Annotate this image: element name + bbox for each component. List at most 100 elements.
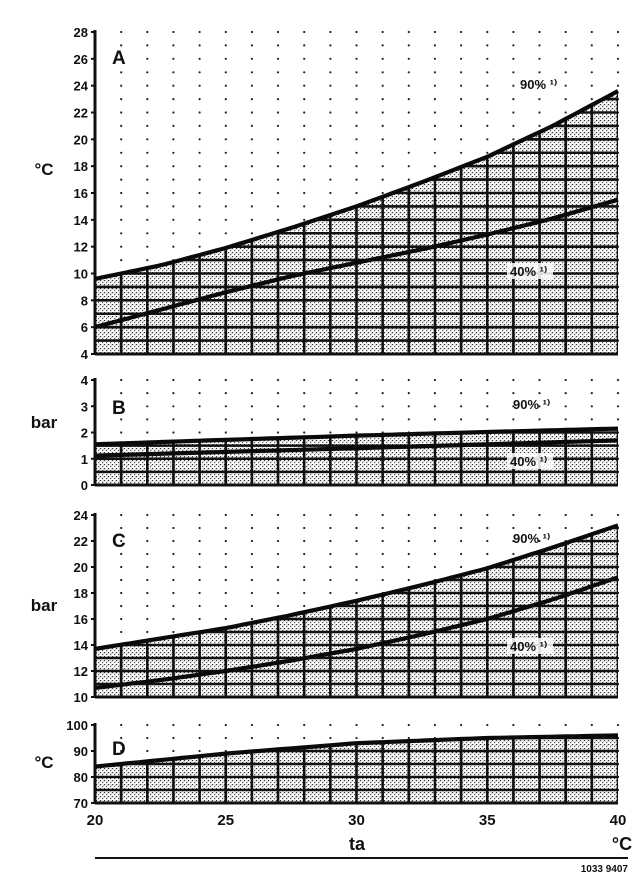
- grid-dot: [250, 392, 253, 395]
- grid-dot: [538, 513, 541, 517]
- grid-dot: [172, 205, 175, 208]
- y-tick-label: 14: [74, 638, 89, 653]
- grid-dot: [146, 552, 149, 556]
- grid-dot: [224, 232, 227, 235]
- grid-dot: [172, 539, 175, 543]
- grid-dot: [329, 392, 332, 395]
- grid-dot: [172, 98, 175, 101]
- grid-dot: [538, 723, 541, 727]
- grid-dot: [616, 418, 620, 421]
- grid-dot: [250, 736, 253, 740]
- grid-dot: [460, 392, 463, 395]
- grid-dot: [460, 405, 463, 408]
- y-tick-label: 18: [74, 159, 88, 174]
- grid-dot: [460, 111, 463, 114]
- grid-dot: [276, 405, 280, 408]
- grid-dot: [329, 431, 332, 434]
- y-tick-label: 20: [74, 560, 88, 575]
- grid-dot: [120, 191, 123, 195]
- grid-dot: [303, 44, 306, 47]
- grid-dot: [512, 392, 515, 395]
- grid-dot: [486, 418, 489, 421]
- grid-dot: [250, 723, 253, 727]
- grid-dot: [564, 526, 567, 530]
- grid-dot: [355, 98, 358, 101]
- grid-dot: [198, 723, 201, 727]
- grid-dot: [303, 604, 306, 608]
- grid-dot: [120, 259, 123, 262]
- grid-dot: [172, 565, 175, 569]
- grid-dot: [329, 405, 332, 408]
- grid-dot: [120, 526, 123, 530]
- grid-dot: [355, 71, 358, 74]
- curve-label-90pct: 90% ¹⁾: [520, 77, 557, 92]
- grid-dot: [329, 165, 332, 168]
- grid-dot: [224, 111, 227, 114]
- grid-dot: [120, 392, 123, 395]
- grid-dot: [198, 124, 201, 127]
- grid-dot: [486, 138, 489, 141]
- curve-label-40pct: 40% ¹⁾: [510, 639, 547, 654]
- grid-dot: [224, 178, 227, 181]
- grid-dot: [120, 245, 123, 248]
- grid-dot: [329, 578, 332, 582]
- grid-dot: [355, 736, 358, 740]
- grid-dot: [512, 111, 515, 114]
- grid-dot: [538, 392, 541, 395]
- grid-dot: [250, 578, 253, 582]
- panel-a: 90% ¹⁾ 40% ¹⁾ 4 6 8 10 12 14 16 18 20 22 24 26 28 A °C: [34, 25, 620, 362]
- grid-dot: [198, 392, 201, 395]
- grid-dot: [355, 191, 358, 195]
- grid-dot: [276, 539, 280, 543]
- grid-dot: [198, 565, 201, 569]
- curve-label-40pct: 40% ¹⁾: [510, 264, 547, 279]
- y-tick-label: 80: [74, 770, 88, 785]
- grid-dot: [276, 111, 280, 114]
- grid-dot: [538, 84, 541, 87]
- grid-dot: [616, 723, 620, 727]
- grid-dot: [329, 71, 332, 74]
- panel-letter-c: C: [112, 531, 126, 552]
- grid-dot: [564, 71, 567, 74]
- grid-dot: [381, 178, 384, 181]
- grid-dot: [250, 617, 253, 621]
- grid-dot: [276, 418, 280, 421]
- grid-dot: [303, 30, 306, 34]
- grid-dot: [355, 378, 358, 382]
- grid-dot: [224, 30, 227, 34]
- grid-dot: [224, 191, 227, 195]
- grid-dot: [146, 259, 149, 262]
- grid-dot: [433, 138, 436, 141]
- grid-dot: [146, 191, 149, 195]
- y-tick-label: 90: [74, 744, 88, 759]
- grid-dot: [172, 405, 175, 408]
- grid-dot: [276, 205, 280, 208]
- grid-dot: [172, 392, 175, 395]
- y-tick-label: 14: [74, 213, 89, 228]
- grid-dot: [460, 84, 463, 87]
- grid-dot: [381, 736, 384, 740]
- grid-dot: [564, 378, 567, 382]
- grid-dot: [433, 57, 436, 60]
- grid-dot: [172, 44, 175, 47]
- grid-dot: [460, 552, 463, 556]
- grid-dot: [198, 98, 201, 101]
- curve-label-90pct: 90% ¹⁾: [513, 531, 550, 546]
- grid-dot: [329, 178, 332, 181]
- grid-dot: [250, 138, 253, 141]
- grid-dot: [276, 165, 280, 168]
- figure-code: 1033 9407: [581, 864, 629, 875]
- grid-dot: [512, 138, 515, 141]
- grid-dot: [433, 392, 436, 395]
- grid-dot: [460, 124, 463, 127]
- grid-dot: [329, 723, 332, 727]
- grid-dot: [303, 736, 306, 740]
- grid-dot: [120, 232, 123, 235]
- grid-dot: [355, 418, 358, 421]
- grid-dot: [460, 30, 463, 34]
- grid-dot: [486, 405, 489, 408]
- grid-dot: [250, 178, 253, 181]
- grid-dot: [250, 111, 253, 114]
- y-tick-label: 16: [74, 612, 88, 627]
- grid-dot: [224, 431, 227, 434]
